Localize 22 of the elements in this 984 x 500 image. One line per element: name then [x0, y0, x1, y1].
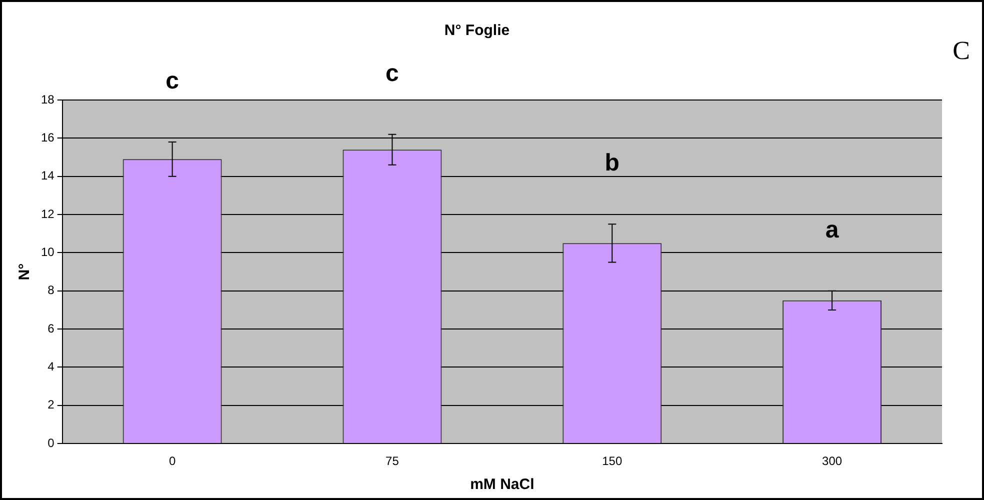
y-tick-label: 16	[40, 130, 55, 144]
y-tick-label: 0	[48, 436, 55, 450]
text: C	[952, 36, 970, 65]
y-axis-title: N°	[16, 263, 34, 280]
y-tick-label: 10	[40, 245, 55, 260]
x-tick-label: 150	[602, 454, 622, 468]
x-axis-title: mM NaCl	[470, 476, 534, 494]
text: c	[386, 60, 399, 87]
y-tick-label: 8	[48, 283, 55, 298]
text: c	[166, 68, 179, 95]
y-tick-label: 4	[48, 360, 55, 374]
chart-title: N° Foglie	[444, 22, 510, 40]
annotation: b	[604, 150, 620, 177]
y-tick-label: 12	[40, 206, 55, 221]
annotation: a	[825, 216, 840, 244]
x-tick-label: 75	[386, 454, 400, 468]
x-tick-label: 300	[822, 454, 842, 468]
y-tick-label: 18	[40, 92, 55, 106]
x-tick-label: 0	[168, 454, 176, 468]
y-tick-label: 6	[48, 321, 55, 336]
y-tick-label: 14	[40, 168, 55, 183]
y-tick-label: 2	[48, 398, 55, 412]
